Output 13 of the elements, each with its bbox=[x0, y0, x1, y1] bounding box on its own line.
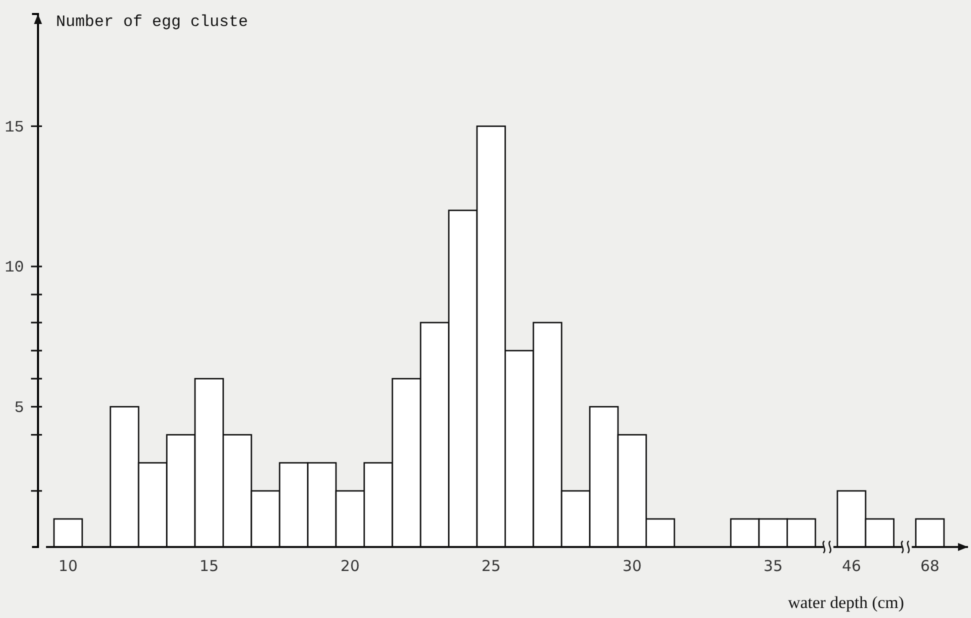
x-tick-label: 30 bbox=[622, 557, 642, 575]
x-tick-label: 10 bbox=[58, 557, 78, 575]
x-tick-label: 68 bbox=[920, 557, 940, 575]
x-tick-label: 15 bbox=[200, 557, 219, 575]
y-tick-label: 15 bbox=[4, 118, 24, 136]
y-tick-label: 10 bbox=[4, 258, 24, 277]
y-tick-label: 5 bbox=[14, 398, 24, 417]
x-axis-title: water depth (cm) bbox=[788, 593, 904, 612]
x-tick-label: 25 bbox=[482, 557, 501, 575]
y-axis-title: Number of egg cluste bbox=[56, 13, 248, 31]
x-tick-label: 35 bbox=[764, 557, 783, 575]
x-tick-label: 20 bbox=[340, 557, 360, 575]
x-tick-label: 46 bbox=[842, 557, 862, 575]
